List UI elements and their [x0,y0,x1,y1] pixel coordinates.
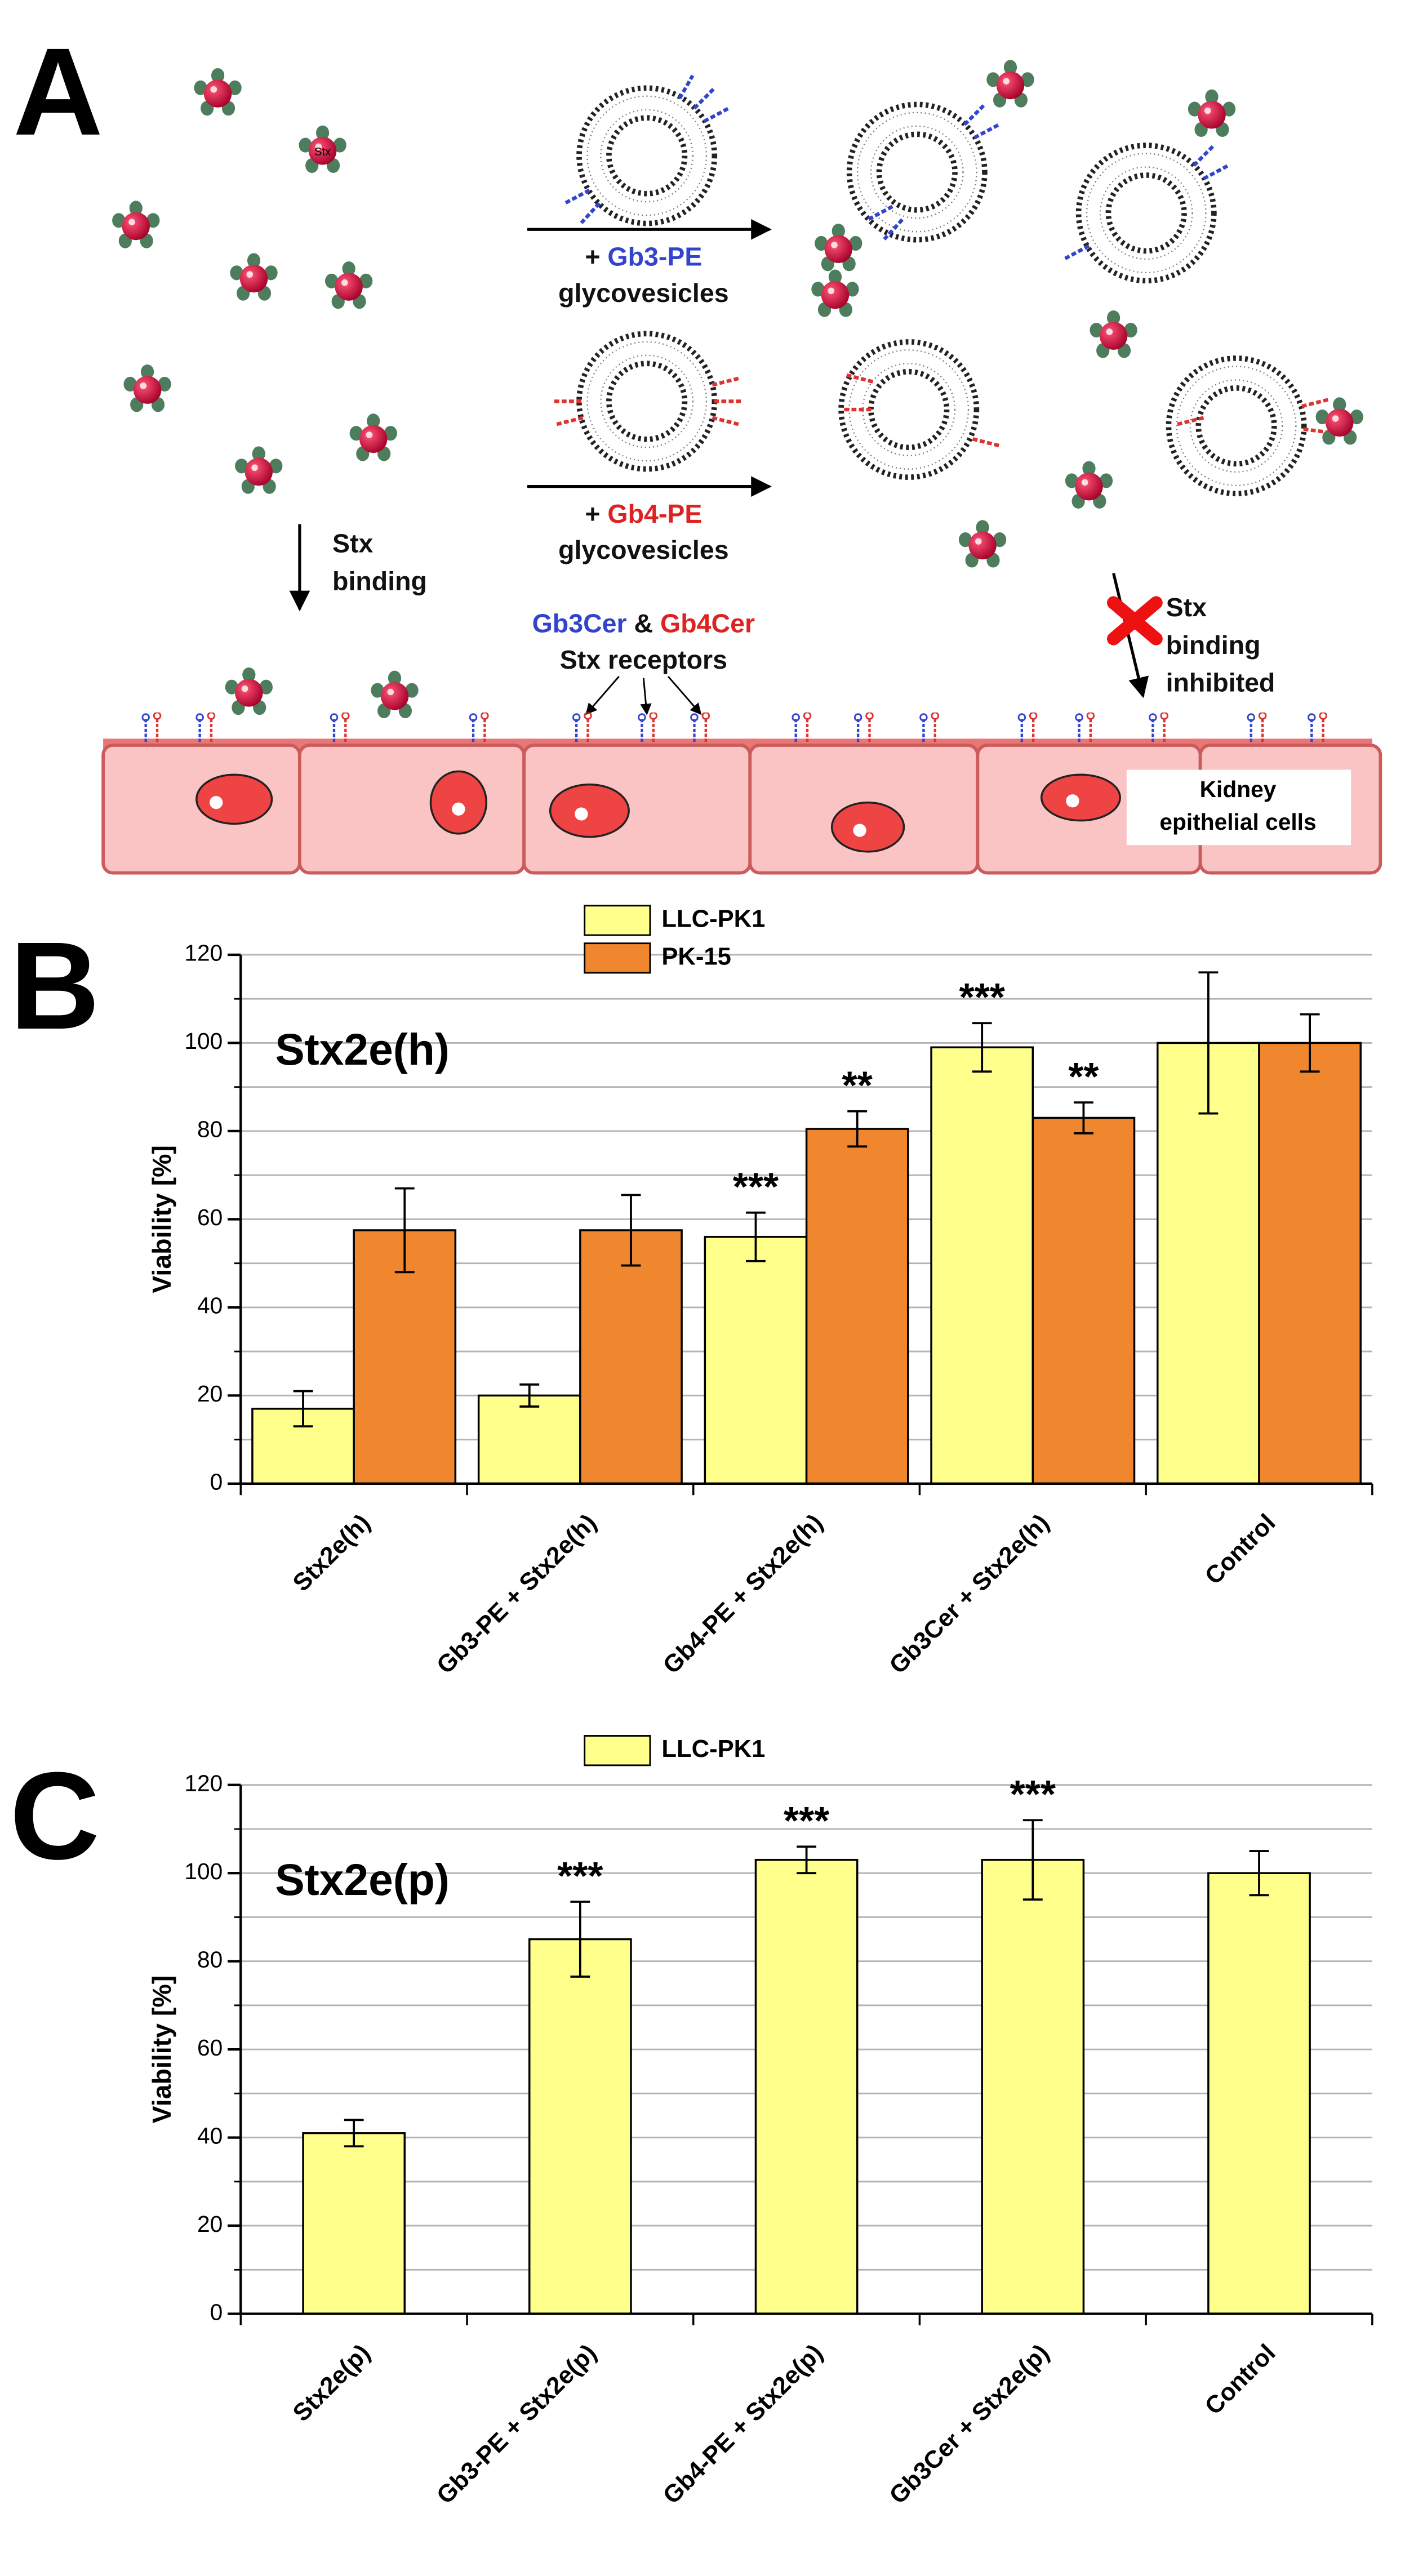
bar [477,1394,581,1485]
y-tick-label: 80 [197,1116,223,1142]
error-bar [394,1187,415,1274]
x-tick-label: Control [1200,1509,1281,1590]
error-bar [746,1211,766,1262]
receptors: Gb3Cer & Gb4Cer [532,609,755,638]
bar [754,1858,859,2315]
gb3-sub: glycovesicles [558,278,728,308]
y-axis-label: Viability [%] [147,1145,176,1293]
legend-swatch [584,905,651,936]
chart-title: Stx2e(p) [275,1855,450,1905]
error-bar [797,1845,817,1875]
bar [1258,1042,1362,1485]
x-tick-label: Control [1200,2339,1281,2421]
error-bar [570,1901,590,1978]
gb4-text: + Gb4-PE [585,499,702,528]
significance: *** [1010,1772,1056,1816]
significance: *** [959,975,1005,1019]
receptors-sub: Stx receptors [560,645,727,674]
y-tick-label: 80 [197,1946,223,1972]
vesicles [553,60,1363,568]
x-tick-label: Gb3Cer + Stx2e(p) [884,2339,1055,2510]
bar [805,1128,909,1485]
y-tick-label: 40 [197,1293,223,1319]
significance: *** [784,1799,830,1843]
inhibited: binding [1166,630,1261,660]
y-axis-label: Viability [%] [147,1976,176,2124]
gb3-text: + Gb3-PE [585,242,702,272]
error-bar [621,1194,641,1267]
y-tick-label: 20 [197,1381,223,1407]
inhibited: inhibited [1166,668,1275,697]
error-bar [847,1110,868,1148]
bar [704,1235,808,1485]
chart-title: Stx2e(h) [275,1025,450,1074]
error-bar [972,1022,992,1073]
error-bar [1300,1013,1320,1073]
y-tick-label: 0 [210,1469,223,1495]
x-tick-label: Gb3-PE + Stx2e(h) [432,1509,602,1679]
inhibit-cross [1106,596,1163,646]
panel-label: B [10,916,100,1055]
significance: ** [1068,1055,1099,1098]
bar [930,1046,1034,1485]
inhibited: Stx [1166,593,1207,622]
toxin-label: Stx [314,146,331,158]
error-bar [293,1390,313,1428]
x-tick-label: Gb4-PE + Stx2e(p) [658,2339,828,2510]
error-bar [519,1383,540,1408]
gb4-sub: glycovesicles [558,535,728,564]
panel-label: A [13,22,103,161]
x-tick-label: Stx2e(h) [288,1509,376,1597]
cells-label: epithelial cells [1159,809,1316,835]
y-tick-label: 0 [210,2299,223,2325]
x-tick-label: Gb3Cer + Stx2e(h) [884,1509,1055,1679]
error-bar [1073,1101,1093,1134]
significance: *** [733,1164,779,1208]
stx-binding: Stx [332,529,374,558]
bar [528,1938,632,2315]
significance: ** [842,1063,873,1107]
legend-label: LLC-PK1 [661,905,765,932]
legend-label: LLC-PK1 [661,1736,765,1763]
y-tick-label: 100 [184,1858,223,1884]
panel-a: A Stx + Gb3-PE glycovesicles + Gb4-PE gl… [13,22,1382,875]
significance: *** [557,1854,603,1898]
error-bar [1022,1819,1043,1901]
x-tick-label: Stx2e(p) [288,2339,376,2427]
error-bar [1249,1850,1269,1897]
y-tick-label: 120 [184,940,223,966]
x-tick-label: Gb4-PE + Stx2e(h) [658,1509,828,1679]
y-tick-label: 120 [184,1770,223,1796]
cells: Kidney epithelial cells [101,667,1382,875]
bar [981,1858,1085,2315]
y-tick-label: 20 [197,2211,223,2237]
bar [1207,1872,1311,2315]
bar [579,1229,683,1485]
stx-binding: binding [332,566,427,595]
cells-label: Kidney [1200,776,1277,802]
legend-swatch [584,1735,651,1767]
free-toxins: Stx [112,68,397,494]
legend-swatch [584,942,651,974]
error-bar [344,2119,364,2148]
y-tick-label: 100 [184,1028,223,1054]
y-tick-label: 60 [197,2035,223,2061]
y-tick-label: 40 [197,2123,223,2148]
x-tick-label: Gb3-PE + Stx2e(p) [432,2339,602,2510]
panel-label: C [10,1746,100,1885]
bar [302,2132,406,2315]
bar [1031,1116,1136,1485]
y-tick-label: 60 [197,1204,223,1230]
error-bar [1198,971,1219,1115]
legend-label: PK-15 [661,943,731,970]
